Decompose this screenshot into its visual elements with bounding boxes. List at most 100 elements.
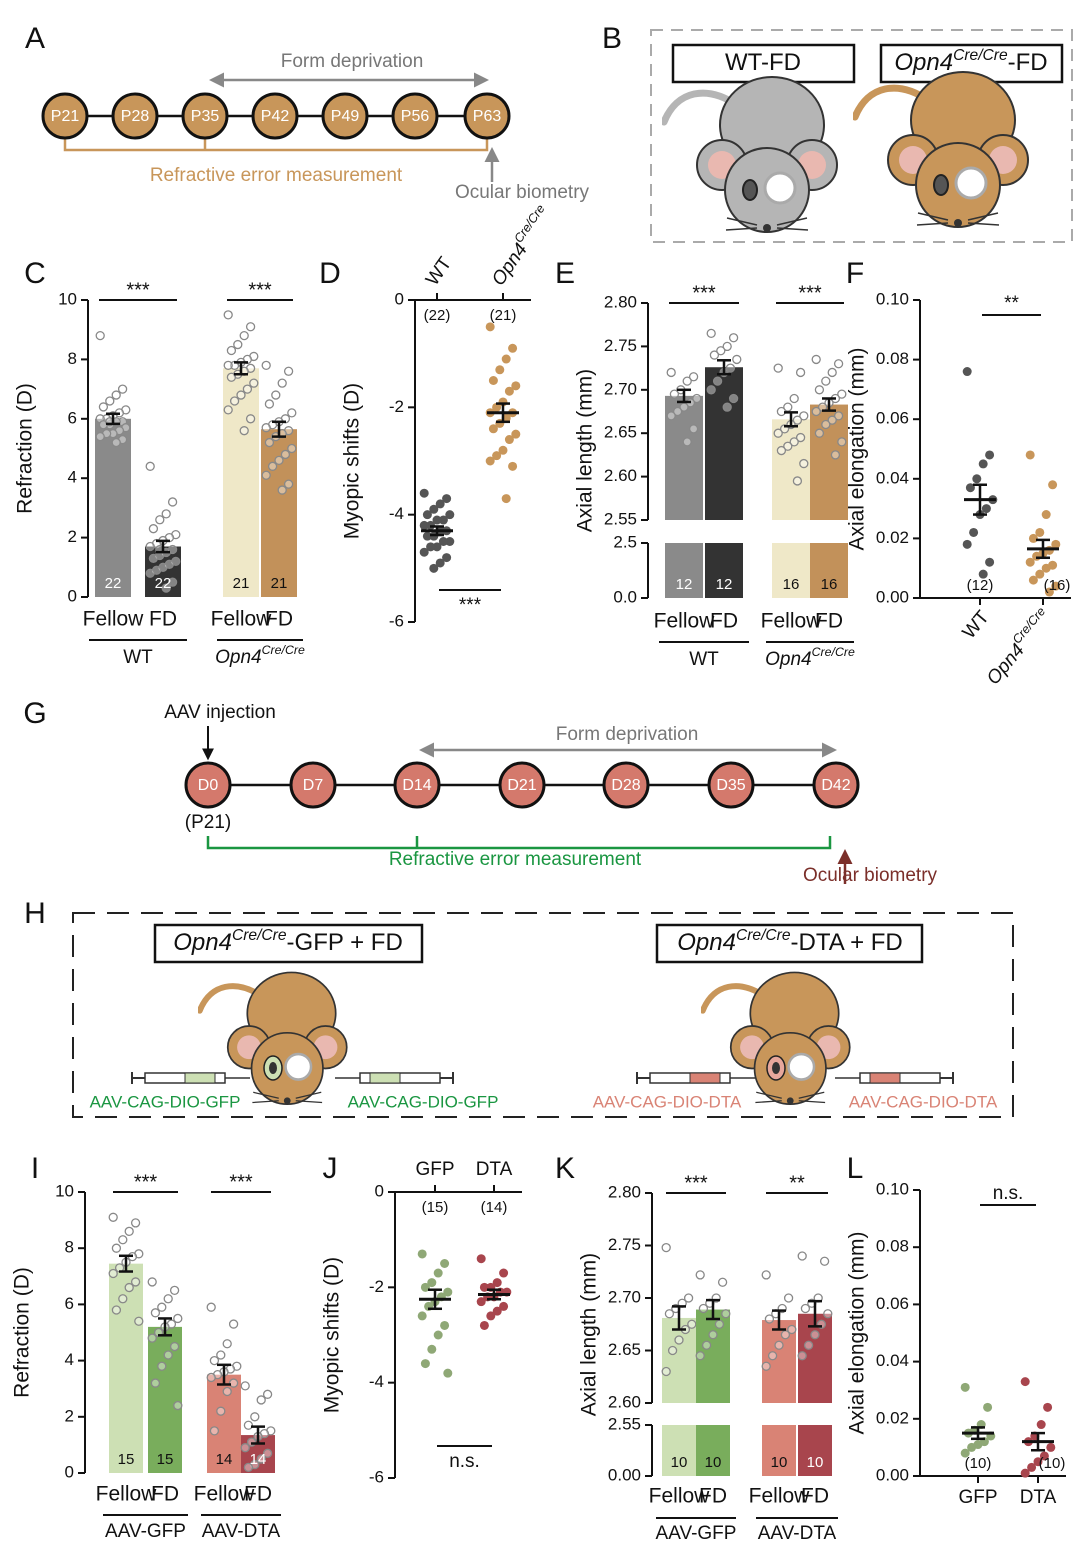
data-point xyxy=(287,443,297,454)
label-part: GFP xyxy=(415,1159,454,1180)
y-tick-label: 0.10 xyxy=(876,289,909,308)
timepoint xyxy=(463,92,511,140)
bar-base xyxy=(810,543,848,598)
data-point xyxy=(821,419,831,430)
timepoint xyxy=(41,92,89,140)
significance: *** xyxy=(229,1171,253,1193)
data-point xyxy=(1041,563,1051,573)
data-point xyxy=(479,1282,489,1292)
data-point xyxy=(419,488,429,498)
label-part: WT xyxy=(123,647,153,668)
data-point xyxy=(130,1277,141,1287)
data-point xyxy=(485,322,495,332)
data-point xyxy=(674,1335,684,1345)
data-point xyxy=(271,390,281,400)
syringe xyxy=(636,1071,755,1085)
data-point xyxy=(508,461,518,471)
timepoint xyxy=(393,761,441,809)
data-point xyxy=(440,1320,450,1330)
data-point xyxy=(124,1226,134,1236)
timepoint-label: P63 xyxy=(473,108,502,125)
panel-letter: I xyxy=(31,1152,39,1185)
data-point xyxy=(239,330,249,341)
x-tick-label: FD xyxy=(244,1483,272,1506)
mouse-opn4 xyxy=(855,72,1028,227)
data-point xyxy=(498,445,508,455)
bar-base xyxy=(665,543,703,598)
data-point xyxy=(440,1259,450,1268)
data-point xyxy=(830,450,841,460)
data-point xyxy=(1035,527,1045,537)
data-point xyxy=(780,1330,791,1340)
data-point xyxy=(167,497,178,507)
syringe xyxy=(131,1071,250,1085)
data-point xyxy=(445,510,455,520)
data-point xyxy=(811,354,821,365)
y-tick-label: 0 xyxy=(375,1181,384,1200)
injection-label: AAV injection xyxy=(164,702,276,723)
data-point xyxy=(145,541,155,552)
bar xyxy=(772,419,810,520)
data-point xyxy=(173,1400,183,1411)
group-label: AAV-GFP xyxy=(656,1523,737,1544)
data-point xyxy=(732,354,742,365)
bar-base xyxy=(772,543,810,598)
schematic-box xyxy=(72,912,1014,1118)
data-point xyxy=(111,1305,122,1315)
data-point xyxy=(209,1426,220,1436)
data-point xyxy=(985,450,995,460)
data-point xyxy=(728,333,739,343)
data-point xyxy=(435,499,445,509)
bracket xyxy=(63,138,489,152)
bar-base xyxy=(762,1425,796,1476)
y-tick-label: 2 xyxy=(65,1406,74,1425)
data-point xyxy=(721,1309,731,1319)
data-point xyxy=(157,1361,167,1371)
data-point xyxy=(442,553,452,563)
data-point xyxy=(795,367,806,378)
panel-letter: D xyxy=(319,257,341,290)
data-point xyxy=(761,1361,771,1371)
vector-label: AAV-CAG-DIO-DTA xyxy=(849,1092,998,1111)
data-point xyxy=(667,1345,678,1356)
timepoint xyxy=(391,92,439,140)
data-point xyxy=(95,330,105,341)
n-label: 16 xyxy=(821,576,838,593)
data-point xyxy=(501,354,511,364)
data-point xyxy=(774,1340,784,1350)
bar xyxy=(261,429,297,597)
n-label: 15 xyxy=(118,1451,135,1468)
data-point xyxy=(147,1277,157,1287)
n-label: 21 xyxy=(271,575,288,592)
timepoint xyxy=(602,761,650,809)
data-point xyxy=(163,1294,173,1304)
data-point xyxy=(222,1386,232,1397)
n-label: 22 xyxy=(105,575,122,592)
data-point xyxy=(426,542,436,552)
data-point xyxy=(240,1381,250,1391)
panel-letter: F xyxy=(846,257,864,290)
data-point xyxy=(787,1324,797,1335)
y-axis-label: Myopic shifts (D) xyxy=(341,383,364,539)
data-point xyxy=(239,426,249,436)
y-tick-label: -6 xyxy=(389,611,404,630)
label-part: Cre/Cre xyxy=(512,202,548,246)
data-point xyxy=(1046,1442,1056,1452)
data-point xyxy=(661,1242,671,1253)
bar xyxy=(95,418,131,597)
mouse-dta xyxy=(703,972,850,1104)
y-axis-label: Axial length (mm) xyxy=(578,1253,601,1416)
data-point xyxy=(262,1448,273,1458)
timepoint xyxy=(184,761,232,809)
label-part: Opn4 xyxy=(488,240,532,290)
data-point xyxy=(432,542,442,552)
x-tick-label: Fellow xyxy=(749,1485,811,1508)
bar xyxy=(798,1313,832,1403)
label-part: Cre/Cre xyxy=(1010,604,1049,646)
timepoint xyxy=(111,92,159,140)
data-point xyxy=(274,455,284,466)
label-part: WT xyxy=(959,607,994,643)
data-point xyxy=(811,406,821,417)
group-label: AAV-DTA xyxy=(758,1523,837,1544)
data-point xyxy=(228,1378,239,1388)
